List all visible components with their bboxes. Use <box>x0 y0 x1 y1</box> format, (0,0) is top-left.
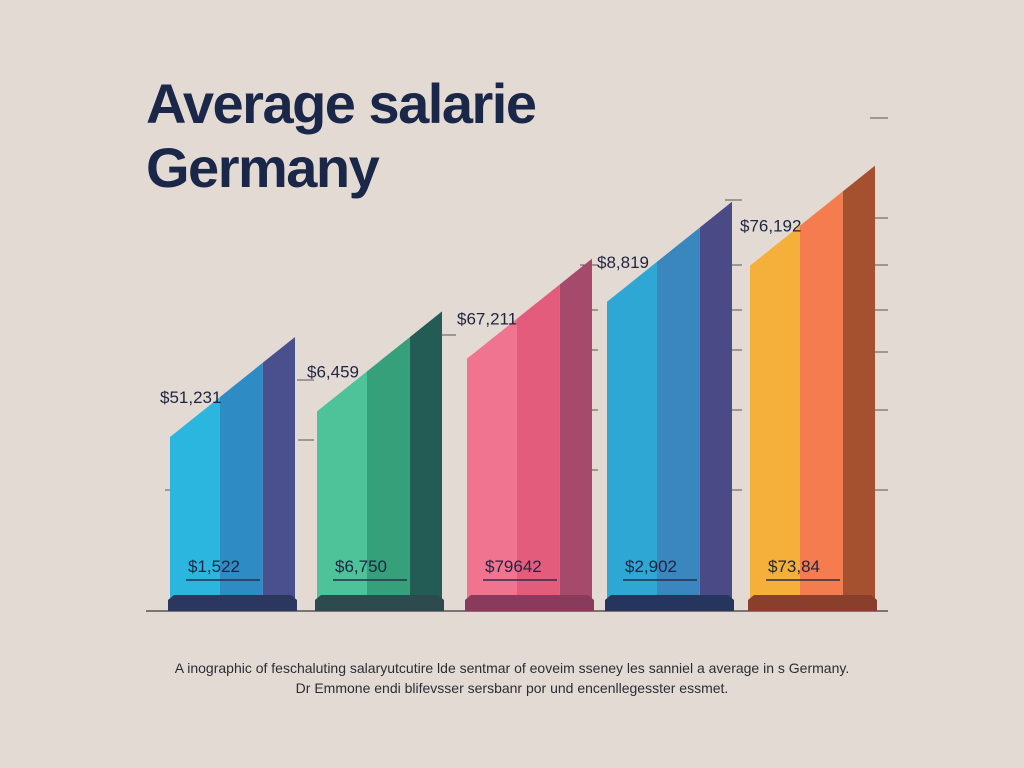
bar-4 <box>605 201 734 611</box>
bar-5-inner-label: $73,84 <box>768 557 820 576</box>
chart-caption: A inographic of feschaluting salaryutcut… <box>0 658 1024 698</box>
bar-3-band-1 <box>467 318 517 600</box>
bar-2-band-2 <box>367 337 410 600</box>
bar-2-band-3 <box>409 311 442 600</box>
bar-3-value-label: $67,211 <box>457 310 517 329</box>
bar-4-inner-label: $2,902 <box>625 557 677 576</box>
bar-5-value-label: $76,192 <box>740 217 801 236</box>
bar-3-band-3 <box>559 258 592 600</box>
bar-3-band-2 <box>517 284 560 600</box>
bar-5-band-1 <box>750 225 800 601</box>
bar-1-value-label: $51,231 <box>160 388 221 407</box>
bar-4-band-1 <box>607 261 657 600</box>
bar-5-band-3 <box>842 165 875 601</box>
bar-2-band-1 <box>317 371 367 600</box>
bar-4-base <box>605 595 734 611</box>
labels-layer: $51,231 $1,522 $6,459 $6,750 $67,211 $79642 $8… <box>160 217 840 581</box>
bar-5 <box>748 165 877 611</box>
chart-title-line-2: Germany <box>146 136 380 199</box>
bar-5-band-2 <box>800 191 843 601</box>
bar-3-inner-label: $79642 <box>485 557 542 576</box>
bar-5-base <box>748 595 877 611</box>
bar-4-band-2 <box>657 227 700 600</box>
caption-line-2: Dr Emmone endi blifevsser sersbanr por u… <box>295 680 729 696</box>
bar-2-value-label: $6,459 <box>307 362 359 381</box>
bar-1-inner-label: $1,522 <box>188 557 240 576</box>
bar-4-value-label: $8,819 <box>597 253 649 272</box>
bar-4-band-3 <box>699 201 732 600</box>
bar-3-base <box>465 595 594 611</box>
bar-1-band-1 <box>170 396 220 600</box>
bar-2 <box>315 311 444 611</box>
bar-3 <box>465 258 594 611</box>
bar-1-base <box>168 595 297 611</box>
chart-title-line-1: Average salarie <box>146 72 537 135</box>
bar-2-inner-label: $6,750 <box>335 557 387 576</box>
bars-layer <box>168 165 877 611</box>
bar-1-band-2 <box>220 362 263 600</box>
bar-2-base <box>315 595 444 611</box>
chart-title: Average salarie Germany <box>146 72 537 200</box>
bar-1-band-3 <box>262 336 295 600</box>
bar-1 <box>168 336 297 611</box>
caption-line-1: A inographic of feschaluting salaryutcut… <box>174 660 850 676</box>
